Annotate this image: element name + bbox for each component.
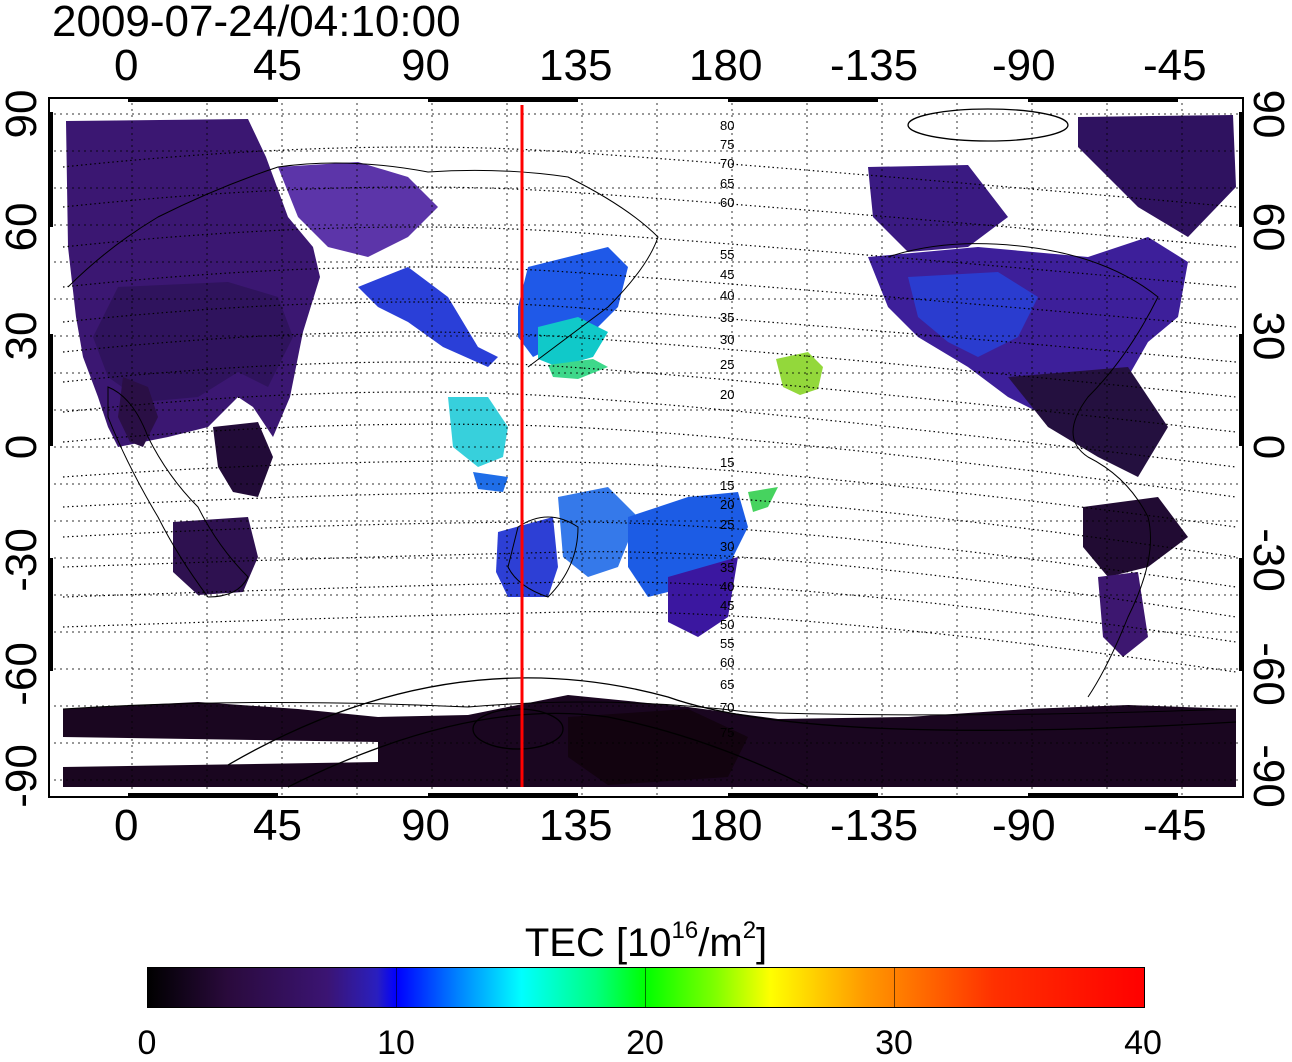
dip-label: 45 bbox=[720, 267, 734, 282]
dip-label: 65 bbox=[720, 677, 734, 692]
dip-contour-labels: 80 75 70 65 60 55 45 40 35 30 25 20 15 1… bbox=[720, 118, 734, 740]
colorbar-tick-label: 0 bbox=[137, 1024, 157, 1062]
top-lon-tick: -135 bbox=[830, 41, 919, 90]
right-lat-tick: 30 bbox=[1244, 311, 1292, 361]
dip-label: 25 bbox=[720, 357, 734, 372]
bottom-lon-tick: 180 bbox=[689, 801, 763, 850]
frame-tick-marks bbox=[48, 97, 1244, 798]
map-title: 2009-07-24/04:10:00 bbox=[52, 0, 461, 46]
colorbar-tick-label: 40 bbox=[1124, 1024, 1162, 1062]
magnetic-pole-contours bbox=[227, 108, 1237, 788]
tec-patch-africa bbox=[118, 377, 158, 447]
dip-label: 80 bbox=[720, 118, 734, 133]
bottom-lon-tick: -45 bbox=[1143, 801, 1207, 850]
colorbar-title-exp2: 2 bbox=[742, 917, 757, 944]
colorbar-tick-label: 20 bbox=[626, 1024, 664, 1062]
colorbar-title-end: ] bbox=[756, 921, 768, 965]
coastlines bbox=[62, 162, 1237, 716]
tec-data-patches bbox=[63, 115, 1236, 787]
tec-patch-australia bbox=[496, 517, 558, 597]
top-lon-tick: -45 bbox=[1143, 41, 1207, 90]
colorbar-tick-line bbox=[396, 968, 397, 1007]
top-lon-tick: 135 bbox=[539, 41, 613, 90]
top-lon-tick: -90 bbox=[992, 41, 1056, 90]
colorbar-title: TEC [1016/m2] bbox=[0, 907, 1292, 967]
left-lat-tick: -60 bbox=[0, 642, 46, 706]
bottom-lon-tick: 135 bbox=[539, 801, 613, 850]
dip-label: 65 bbox=[720, 176, 734, 191]
dip-label: 50 bbox=[720, 617, 734, 632]
bottom-lon-tick: -135 bbox=[830, 801, 919, 850]
bottom-lon-tick: 45 bbox=[253, 801, 302, 850]
colorbar-tick-line bbox=[645, 968, 646, 1007]
right-lat-tick: 60 bbox=[1244, 202, 1292, 252]
top-lon-tick: 90 bbox=[401, 41, 450, 90]
tec-world-map: 80 75 70 65 60 55 45 40 35 30 25 20 15 1… bbox=[48, 97, 1244, 798]
bottom-lon-tick: -90 bbox=[992, 801, 1056, 850]
left-lat-tick: 0 bbox=[0, 434, 46, 460]
tec-colorbar bbox=[147, 967, 1145, 1008]
dip-label: 70 bbox=[720, 156, 734, 171]
top-lon-tick: 0 bbox=[114, 41, 139, 90]
colorbar-tick-label: 10 bbox=[377, 1024, 415, 1062]
colorbar-title-exp: 16 bbox=[671, 917, 699, 944]
dip-label: 55 bbox=[720, 247, 734, 262]
tec-patch-south-africa bbox=[173, 517, 258, 595]
dip-label: 75 bbox=[720, 725, 734, 740]
dip-label: 35 bbox=[720, 560, 734, 575]
left-lat-tick: 90 bbox=[0, 89, 46, 139]
right-lat-tick: -90 bbox=[1244, 744, 1292, 808]
bottom-lon-tick: 0 bbox=[114, 801, 139, 850]
dip-label: 75 bbox=[720, 137, 734, 152]
magnetic-dip-contours bbox=[62, 146, 1237, 673]
colorbar-title-mid: /m bbox=[698, 921, 743, 965]
colorbar-tick-line bbox=[894, 968, 895, 1007]
dip-label: 45 bbox=[720, 598, 734, 613]
dip-label: 15 bbox=[720, 455, 734, 470]
dip-label: 60 bbox=[720, 655, 734, 670]
dip-label: 40 bbox=[720, 288, 734, 303]
top-lon-tick: 180 bbox=[689, 41, 763, 90]
dip-label: 20 bbox=[720, 387, 734, 402]
bottom-lon-tick: 90 bbox=[401, 801, 450, 850]
dip-label: 15 bbox=[720, 478, 734, 493]
colorbar-title-main: TEC [10 bbox=[524, 921, 672, 965]
left-lat-tick: 60 bbox=[0, 202, 46, 252]
dip-label: 40 bbox=[720, 579, 734, 594]
right-lat-tick: -30 bbox=[1244, 528, 1292, 592]
dip-label: 30 bbox=[720, 539, 734, 554]
left-lat-tick: -90 bbox=[0, 744, 46, 808]
left-lat-tick: 30 bbox=[0, 311, 46, 361]
colorbar-tick-label: 30 bbox=[875, 1024, 913, 1062]
dip-label: 30 bbox=[720, 332, 734, 347]
tec-patch-south-america bbox=[1083, 497, 1188, 577]
left-lat-tick: -30 bbox=[0, 528, 46, 592]
dip-label: 20 bbox=[720, 497, 734, 512]
right-lat-tick: 90 bbox=[1244, 89, 1292, 139]
dip-label: 25 bbox=[720, 517, 734, 532]
top-lon-tick: 45 bbox=[253, 41, 302, 90]
right-lat-tick: -60 bbox=[1244, 642, 1292, 706]
right-lat-tick: 0 bbox=[1244, 434, 1292, 460]
dip-label: 70 bbox=[720, 700, 734, 715]
graticule bbox=[48, 97, 1244, 798]
dip-label: 35 bbox=[720, 310, 734, 325]
dip-label: 60 bbox=[720, 195, 734, 210]
dip-label: 55 bbox=[720, 636, 734, 651]
